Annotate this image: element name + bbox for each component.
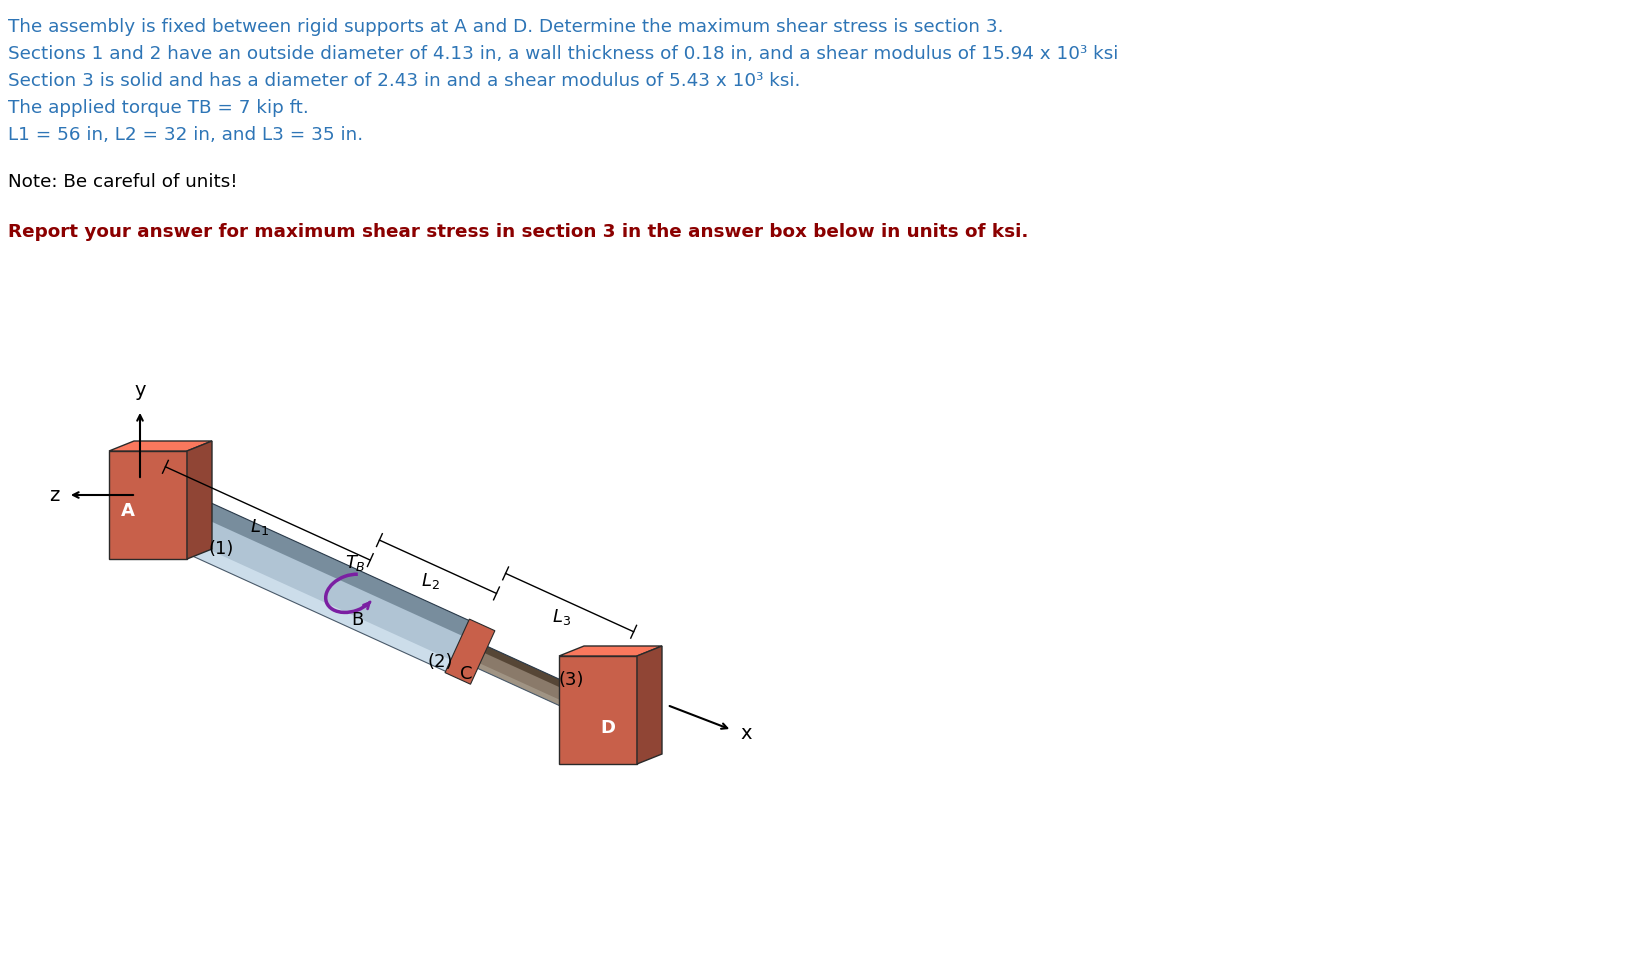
Polygon shape (637, 646, 661, 764)
Polygon shape (152, 479, 481, 642)
Polygon shape (465, 641, 602, 721)
Text: Report your answer for maximum shear stress in section 3 in the answer box below: Report your answer for maximum shear str… (8, 223, 1028, 241)
Text: Note: Be careful of units!: Note: Be careful of units! (8, 173, 237, 191)
Polygon shape (465, 658, 596, 721)
Text: x: x (740, 723, 751, 743)
Polygon shape (187, 441, 213, 559)
Text: $L_2$: $L_2$ (421, 570, 439, 591)
Polygon shape (558, 646, 661, 656)
Polygon shape (471, 641, 602, 706)
Text: (2): (2) (427, 654, 452, 671)
Text: (1): (1) (208, 540, 234, 559)
Text: Sections 1 and 2 have an outside diameter of 4.13 in, a wall thickness of 0.18 i: Sections 1 and 2 have an outside diamete… (8, 45, 1118, 63)
Text: D: D (601, 719, 616, 737)
Polygon shape (558, 656, 637, 764)
Text: $T_B$: $T_B$ (345, 554, 367, 573)
Polygon shape (136, 479, 481, 677)
Text: The applied torque TB = 7 kip ft.: The applied torque TB = 7 kip ft. (8, 99, 309, 117)
Polygon shape (136, 519, 463, 677)
Text: $L_1$: $L_1$ (250, 517, 270, 537)
Text: $L_3$: $L_3$ (552, 607, 571, 626)
Text: The assembly is fixed between rigid supports at A and D. Determine the maximum s: The assembly is fixed between rigid supp… (8, 18, 1003, 36)
Text: y: y (134, 381, 146, 400)
Text: Section 3 is solid and has a diameter of 2.43 in and a shear modulus of 5.43 x 1: Section 3 is solid and has a diameter of… (8, 72, 800, 90)
Polygon shape (110, 451, 187, 559)
Text: z: z (49, 485, 61, 505)
Text: L1 = 56 in, L2 = 32 in, and L3 = 35 in.: L1 = 56 in, L2 = 32 in, and L3 = 35 in. (8, 126, 363, 144)
Text: (3): (3) (558, 670, 584, 689)
Text: C: C (460, 664, 471, 683)
Text: B: B (350, 612, 363, 629)
Polygon shape (110, 441, 213, 451)
Polygon shape (445, 619, 494, 684)
Text: A: A (121, 502, 134, 520)
